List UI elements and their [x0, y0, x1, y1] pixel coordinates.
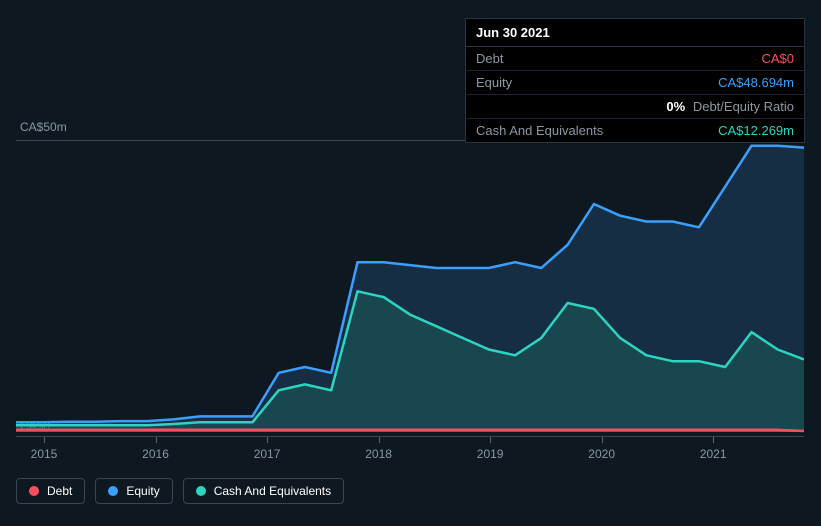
tooltip-label — [476, 99, 666, 114]
plot-area[interactable] — [16, 140, 804, 436]
legend-label: Cash And Equivalents — [214, 484, 331, 498]
tooltip-row-equity: Equity CA$48.694m — [466, 71, 804, 95]
legend-item-debt[interactable]: Debt — [16, 478, 85, 504]
tooltip-value: 0% Debt/Equity Ratio — [666, 99, 794, 114]
legend-dot — [29, 486, 39, 496]
tooltip-row-debt: Debt CA$0 — [466, 47, 804, 71]
legend-item-equity[interactable]: Equity — [95, 478, 172, 504]
tooltip-label: Debt — [476, 51, 761, 66]
x-axis: 2015 2016 2017 2018 2019 2020 2021 — [16, 436, 804, 464]
chart-series — [16, 140, 804, 436]
legend-dot — [196, 486, 206, 496]
x-tick-label: 2021 — [700, 447, 727, 461]
legend-label: Equity — [126, 484, 159, 498]
legend-dot — [108, 486, 118, 496]
tooltip-label: Equity — [476, 75, 718, 90]
tooltip-row-cash: Cash And Equivalents CA$12.269m — [466, 119, 804, 142]
x-tick-label: 2016 — [142, 447, 169, 461]
chart-tooltip: Jun 30 2021 Debt CA$0 Equity CA$48.694m … — [465, 18, 805, 143]
legend-label: Debt — [47, 484, 72, 498]
tooltip-value: CA$0 — [761, 51, 794, 66]
x-tick-label: 2019 — [477, 447, 504, 461]
tooltip-date: Jun 30 2021 — [466, 19, 804, 47]
chart-legend: Debt Equity Cash And Equivalents — [16, 478, 344, 504]
x-tick-label: 2017 — [254, 447, 281, 461]
tooltip-value: CA$12.269m — [718, 123, 794, 138]
debt-equity-chart: Jun 30 2021 Debt CA$0 Equity CA$48.694m … — [0, 0, 821, 526]
tooltip-label: Cash And Equivalents — [476, 123, 718, 138]
tooltip-row-ratio: 0% Debt/Equity Ratio — [466, 95, 804, 119]
x-tick-label: 2015 — [31, 447, 58, 461]
x-tick-label: 2020 — [588, 447, 615, 461]
tooltip-value: CA$48.694m — [718, 75, 794, 90]
x-tick-label: 2018 — [365, 447, 392, 461]
y-axis-label-50m: CA$50m — [20, 120, 67, 134]
legend-item-cash[interactable]: Cash And Equivalents — [183, 478, 344, 504]
